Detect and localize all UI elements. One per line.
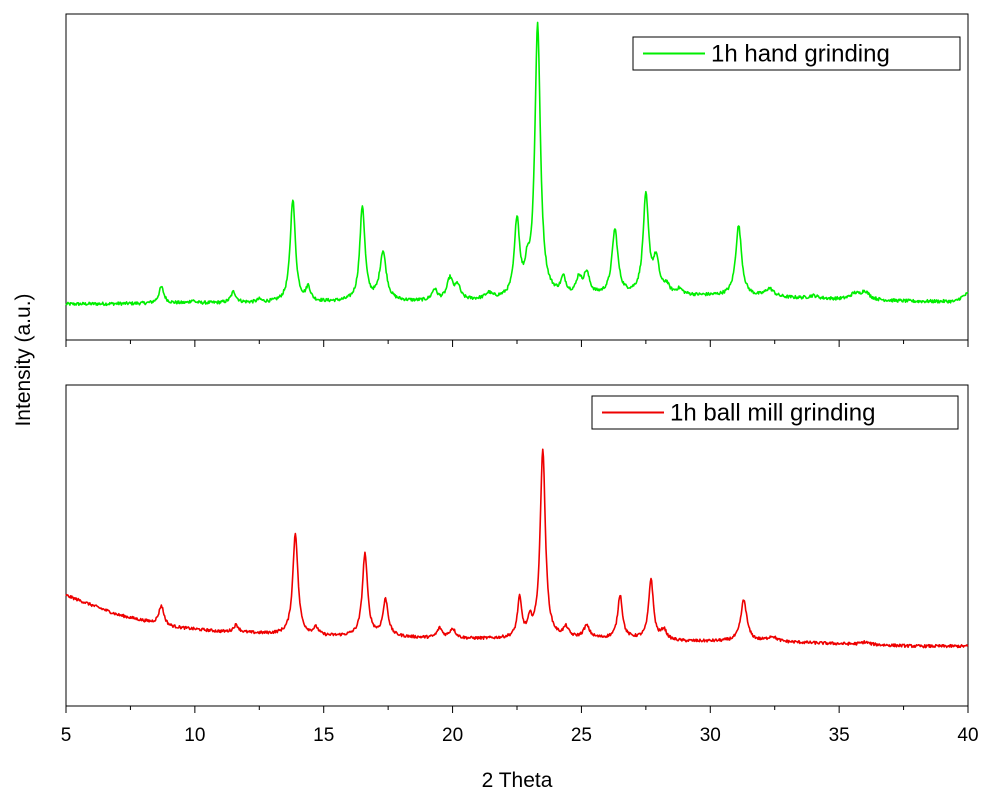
- x-tick-label: 5: [61, 725, 72, 746]
- x-tick-label: 25: [571, 725, 592, 746]
- legend: 1h hand grinding: [632, 36, 961, 71]
- legend: 1h ball mill grinding: [591, 395, 959, 430]
- x-tick-label: 30: [700, 725, 721, 746]
- panel-frame: [65, 384, 969, 707]
- legend-label: 1h hand grinding: [711, 41, 890, 68]
- x-tick-label: 10: [184, 725, 205, 746]
- plot-layer: 1h hand grinding 1h ball mill grinding 5 10…: [61, 13, 979, 746]
- series-line: [65, 448, 969, 649]
- x-axis-title: 2 Theta: [482, 769, 553, 792]
- x-tick-label: 20: [442, 725, 463, 746]
- x-tick-label: 35: [829, 725, 850, 746]
- series-line: [65, 21, 969, 307]
- legend-label: 1h ball mill grinding: [670, 400, 875, 427]
- y-axis-title: Intensity (a.u.): [12, 293, 35, 426]
- x-tick-label: 40: [957, 725, 978, 746]
- x-tick-label: 15: [313, 725, 334, 746]
